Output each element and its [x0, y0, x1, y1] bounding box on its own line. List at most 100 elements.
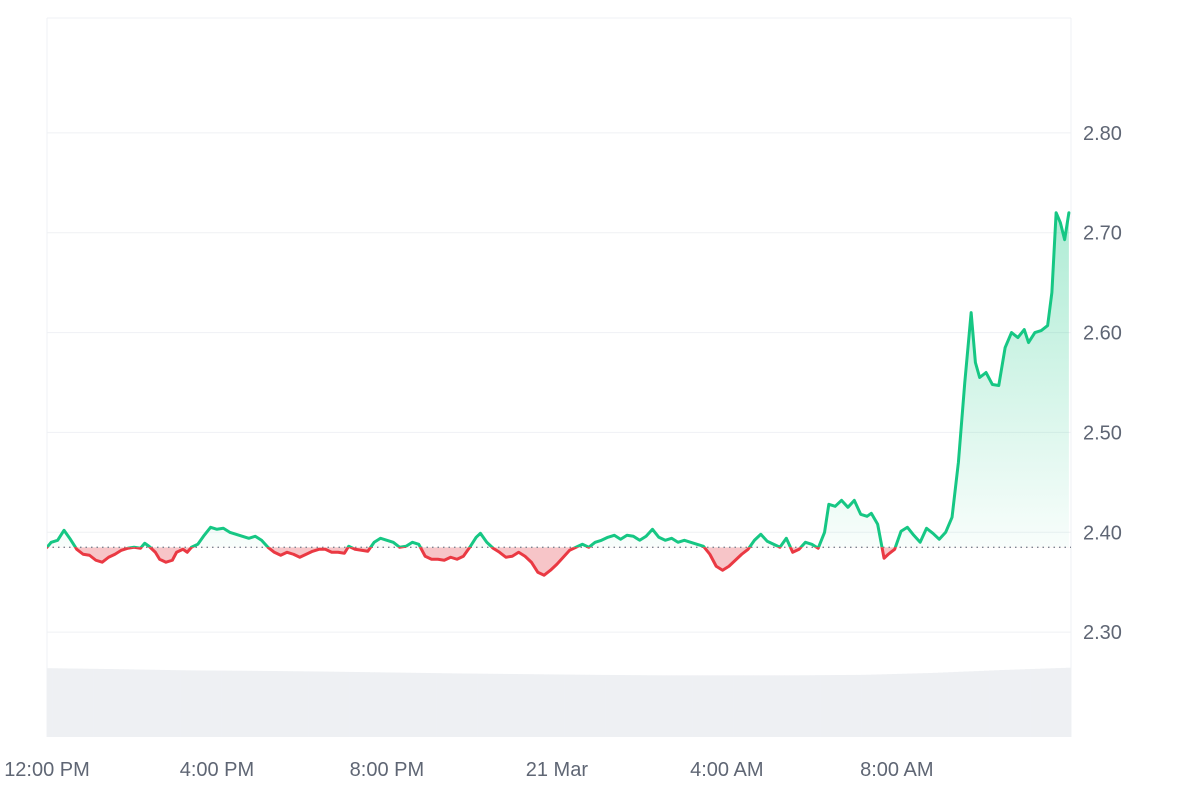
volume-bar [907, 673, 913, 737]
volume-bar [835, 675, 841, 737]
volume-bar [369, 672, 375, 737]
volume-bar [87, 668, 94, 737]
volume-bar [589, 674, 596, 737]
volume-bar [267, 670, 273, 737]
volume-bar [559, 674, 565, 737]
volume-bar [169, 670, 176, 737]
volume-bar [164, 670, 171, 737]
volume-bar [564, 674, 570, 737]
volume-bar [922, 673, 928, 737]
volume-bar [1009, 669, 1015, 737]
volume-bar [52, 668, 58, 737]
volume-bar [354, 672, 360, 737]
volume-bar [328, 671, 335, 737]
volume-bar [533, 674, 539, 737]
volume-bar [758, 675, 765, 737]
volume-bar [154, 669, 160, 737]
volume-bar [569, 674, 575, 737]
y-tick-label: 2.70 [1083, 223, 1122, 245]
volume-bars [47, 667, 1072, 737]
volume-bar [809, 675, 816, 737]
volume-bar [287, 671, 294, 737]
volume-bar [349, 671, 355, 737]
volume-bar [640, 675, 647, 737]
volume-bar [313, 671, 319, 737]
volume-bar [323, 671, 329, 737]
volume-bar [876, 674, 882, 737]
volume-bar [1024, 669, 1031, 737]
volume-bar [251, 670, 258, 737]
volume-bar [185, 670, 191, 737]
volume-bar [804, 675, 811, 737]
volume-bar [390, 672, 396, 737]
volume-bar [395, 672, 401, 737]
volume-bar [548, 674, 555, 737]
volume-bar [487, 673, 493, 737]
y-tick-label: 2.40 [1083, 522, 1122, 544]
volume-bar [850, 674, 857, 737]
volume-bar [646, 675, 652, 737]
volume-bar [282, 671, 288, 737]
x-tick-label: 8:00 PM [350, 759, 424, 781]
volume-bar [1030, 668, 1036, 737]
volume-bar [425, 673, 432, 737]
y-tick-label: 2.30 [1083, 622, 1122, 644]
volume-bar [231, 670, 237, 737]
volume-bar [902, 673, 908, 737]
volume-bar [359, 672, 365, 737]
price-line-up [47, 211, 1071, 548]
volume-bar [599, 674, 606, 737]
volume-bar [574, 674, 580, 737]
y-tick-label: 2.60 [1083, 323, 1122, 345]
volume-bar [139, 669, 145, 737]
volume-bar [958, 671, 964, 737]
volume-bar [963, 671, 969, 737]
volume-bar [886, 674, 893, 737]
volume-bar [303, 671, 309, 737]
volume-bar [825, 675, 831, 737]
volume-bar [57, 668, 63, 737]
volume-bar [712, 675, 719, 737]
volume-bar [656, 675, 662, 737]
volume-bar [512, 674, 519, 737]
area-above-baseline [47, 212, 1069, 548]
volume-bar [738, 675, 744, 737]
volume-bar [543, 674, 550, 737]
volume-bar [338, 671, 345, 737]
volume-bar [364, 672, 370, 737]
volume-bar [410, 672, 416, 737]
x-axis-ticks: 12:00 PM 4:00 PM 8:00 PM 21 Mar 4:00 AM 8:00 … [4, 759, 933, 781]
volume-bar [687, 675, 693, 737]
volume-bar [763, 675, 770, 737]
volume-bar [118, 669, 125, 737]
volume-bar [1019, 669, 1026, 737]
x-tick-label: 12:00 PM [4, 759, 90, 781]
volume-bar [236, 670, 242, 737]
volume-bar [379, 672, 386, 737]
volume-bar [671, 675, 678, 737]
volume-bar [246, 670, 253, 737]
volume-bar [727, 675, 734, 737]
volume-bar [195, 670, 201, 737]
volume-bar [845, 674, 852, 737]
volume-bar [262, 670, 268, 737]
volume-bar [871, 674, 877, 737]
volume-bar [610, 674, 616, 737]
volume-bar [866, 674, 872, 737]
volume-bar [451, 673, 457, 737]
volume-bar [333, 671, 340, 737]
volume-bar [692, 675, 698, 737]
price-line-down [47, 547, 897, 577]
volume-bar [635, 675, 642, 737]
volume-bar [743, 675, 749, 737]
x-tick-label: 4:00 PM [180, 759, 254, 781]
volume-bar [134, 669, 140, 737]
grid-lines [46, 17, 1072, 737]
volume-bar [779, 675, 785, 737]
volume-bar [784, 675, 790, 737]
volume-bar [507, 673, 514, 737]
volume-bar [47, 668, 53, 737]
volume-bar [1040, 668, 1046, 737]
volume-bar [615, 675, 621, 737]
volume-bar [482, 673, 488, 737]
